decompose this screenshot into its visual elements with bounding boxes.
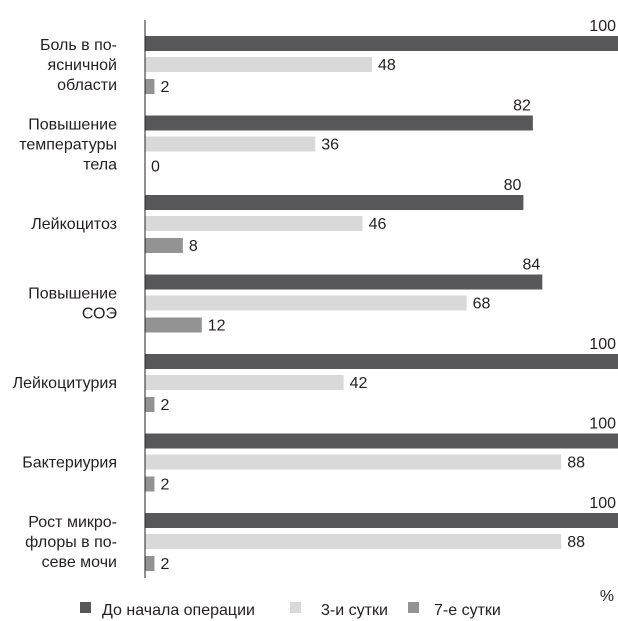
- bar-3-5: [145, 397, 155, 412]
- value-label-3-5: 2: [160, 397, 169, 414]
- value-label-2-6: 88: [567, 455, 585, 472]
- bar-1-5: [145, 354, 618, 369]
- bar-1-4: [145, 274, 543, 290]
- bar-2-7: [145, 534, 562, 549]
- bar-3-3: [145, 238, 183, 253]
- category-label-2: Повышение температуры тела: [19, 117, 117, 174]
- value-label-3-1: 2: [160, 79, 169, 96]
- category-label-line: Боль в по-: [40, 37, 117, 54]
- value-label-2-3: 46: [369, 216, 387, 233]
- legend-label-3: 7-е сутки: [434, 602, 501, 619]
- category-label-3: Лейкоцитоз: [31, 216, 117, 233]
- category-label-line: тела: [83, 157, 117, 174]
- legend-label-2: 3-и сутки: [321, 602, 388, 619]
- legend-swatch-1: [80, 602, 91, 613]
- bar-3-4: [145, 317, 202, 333]
- value-label-1-3: 80: [504, 177, 522, 194]
- bar-1-2: [145, 115, 533, 131]
- value-label-2-5: 42: [350, 375, 368, 392]
- value-label-2-1: 48: [378, 57, 396, 74]
- value-label-3-4: 12: [208, 318, 226, 335]
- value-label-1-7: 100: [589, 495, 616, 512]
- category-label-line: Повышение: [28, 286, 117, 303]
- value-label-1-2: 82: [513, 98, 531, 115]
- category-label-line: флоры в по-: [25, 534, 117, 551]
- value-label-2-7: 88: [567, 534, 585, 551]
- bars-layer: [145, 36, 618, 571]
- value-label-3-6: 2: [160, 477, 169, 494]
- bar-3-7: [145, 556, 155, 571]
- value-label-3-2: 0: [151, 159, 160, 176]
- bar-1-6: [145, 433, 618, 449]
- value-label-2-4: 68: [473, 296, 491, 313]
- category-label-5: Лейкоцитурия: [13, 375, 117, 392]
- bar-2-4: [145, 295, 467, 311]
- legend-swatch-3: [408, 602, 419, 613]
- category-label-line: севе мочи: [42, 554, 117, 571]
- category-label-line: Лейкоцитоз: [31, 216, 117, 233]
- category-label-line: СОЭ: [82, 306, 117, 323]
- x-axis-unit-label: %: [600, 588, 614, 605]
- bar-1-1: [145, 36, 618, 51]
- category-label-line: Повышение: [28, 117, 117, 134]
- category-label-line: ясничной: [48, 57, 117, 74]
- value-label-3-3: 8: [189, 238, 198, 255]
- bar-2-6: [145, 454, 562, 470]
- bar-2-5: [145, 375, 344, 390]
- category-label-line: Рост микро-: [28, 514, 117, 531]
- category-label-1: Боль в по-ясничной области: [40, 37, 117, 94]
- value-label-1-1: 100: [589, 18, 616, 35]
- category-label-7: Рост микро-флоры в по-севе мочи: [25, 514, 117, 571]
- category-label-4: Повышение СОЭ: [28, 286, 117, 323]
- bar-3-6: [145, 476, 155, 492]
- legend: До начала операции 3-и сутки 7-е сутки: [80, 602, 501, 619]
- bar-1-3: [145, 195, 524, 210]
- bar-3-1: [145, 79, 155, 94]
- value-label-3-7: 2: [160, 556, 169, 573]
- legend-label-1: До начала операции: [102, 602, 255, 619]
- category-label-line: Лейкоцитурия: [13, 375, 117, 392]
- bar-2-2: [145, 136, 316, 152]
- value-label-1-5: 100: [589, 336, 616, 353]
- bar-2-1: [145, 57, 373, 72]
- category-label-line: температуры: [19, 137, 117, 154]
- category-label-line: Бактериурия: [22, 455, 117, 472]
- bar-2-3: [145, 216, 363, 231]
- value-label-2-2: 36: [321, 137, 339, 154]
- legend-swatch-2: [290, 602, 301, 613]
- value-label-1-6: 100: [589, 416, 616, 433]
- value-label-1-4: 84: [523, 257, 541, 274]
- bar-1-7: [145, 513, 618, 528]
- category-label-6: Бактериурия: [22, 455, 117, 472]
- category-label-line: области: [57, 77, 117, 94]
